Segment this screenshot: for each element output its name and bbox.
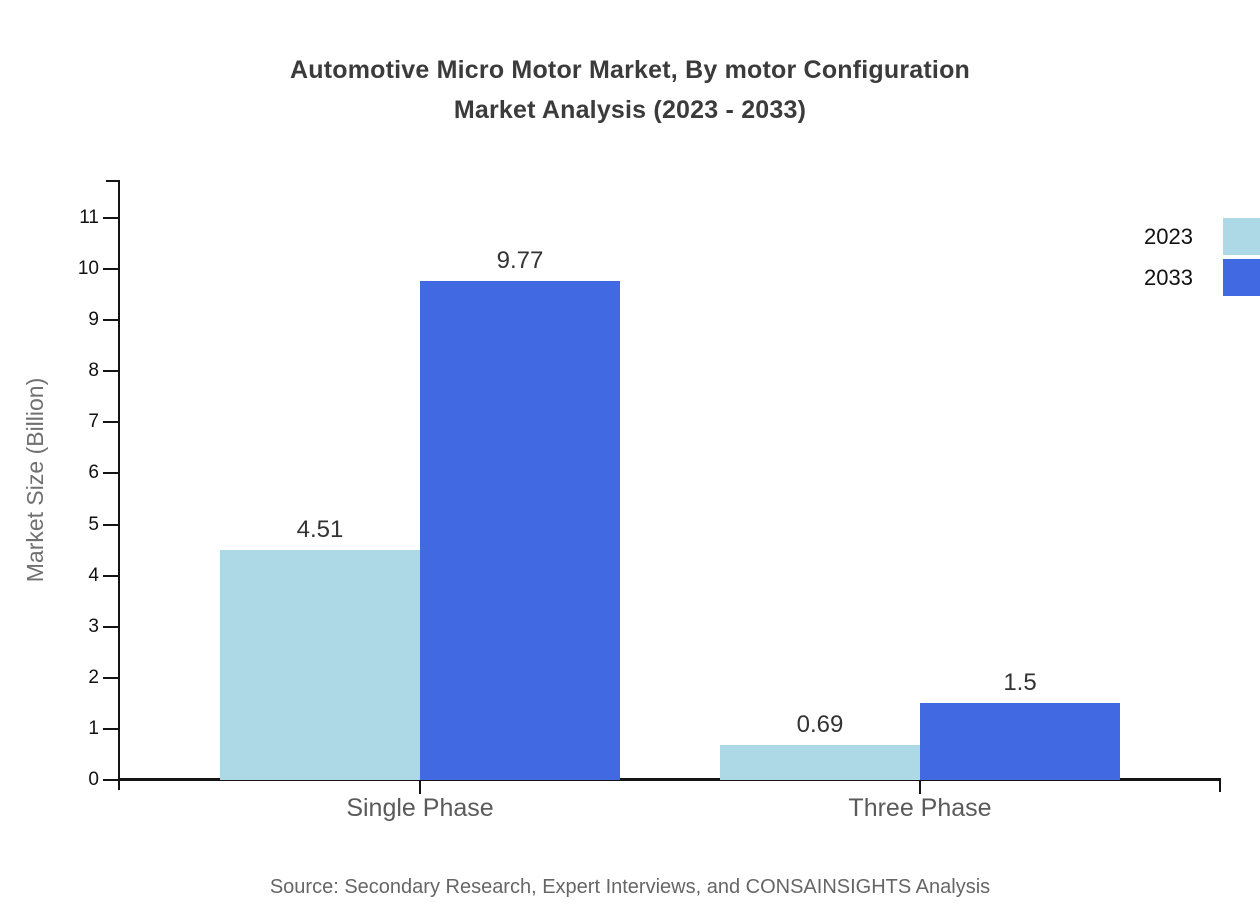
y-tick-label: 10 bbox=[77, 258, 99, 280]
y-tick-label: 2 bbox=[88, 666, 99, 688]
bar-value-label: 4.51 bbox=[296, 515, 344, 543]
bar-single-phase-2033 bbox=[420, 280, 620, 780]
x-axis-line bbox=[118, 778, 1221, 781]
bar-value-label: 0.69 bbox=[796, 710, 844, 738]
y-tick-label: 1 bbox=[88, 717, 99, 739]
source-note-text: Source: Secondary Research, Expert Inter… bbox=[269, 876, 991, 898]
y-tick-label: 8 bbox=[88, 360, 99, 382]
y-tick-label: 0 bbox=[88, 769, 99, 790]
chart-title-line1: Automotive Micro Motor Market, By motor … bbox=[289, 56, 971, 84]
bar-three-phase-2023 bbox=[720, 744, 920, 780]
y-tick bbox=[103, 319, 118, 322]
y-axis-line bbox=[118, 180, 120, 790]
source-note: Source: Secondary Research, Expert Inter… bbox=[0, 876, 1260, 899]
category-label-0: Single Phase bbox=[346, 794, 494, 822]
y-tick-label: 3 bbox=[88, 615, 99, 637]
y-tick-label: 11 bbox=[79, 207, 99, 228]
y-tick bbox=[103, 779, 118, 781]
bar-value-label: 9.77 bbox=[496, 246, 544, 274]
chart-title-line2: Market Analysis (2023 - 2033) bbox=[453, 96, 807, 124]
bar-single-phase-2023 bbox=[220, 549, 420, 780]
y-tick-label: 5 bbox=[88, 513, 99, 535]
y-tick bbox=[103, 574, 118, 577]
y-tick-label: 9 bbox=[88, 309, 99, 331]
category-tick bbox=[919, 781, 921, 794]
y-tick-label: 4 bbox=[88, 564, 99, 586]
category-tick bbox=[419, 781, 421, 794]
y-tick-label: 7 bbox=[88, 411, 99, 433]
y-tick bbox=[103, 268, 118, 271]
y-axis-endcap bbox=[106, 180, 118, 182]
y-tick bbox=[103, 472, 118, 475]
x-axis-endcap bbox=[1219, 780, 1221, 792]
y-tick-label: 6 bbox=[88, 462, 99, 484]
category-label-1: Three Phase bbox=[848, 794, 992, 822]
bar-value-label: 1.5 bbox=[1003, 669, 1037, 697]
y-tick bbox=[103, 370, 118, 373]
y-tick bbox=[103, 676, 118, 679]
y-tick bbox=[103, 421, 118, 424]
bar-three-phase-2033 bbox=[920, 703, 1120, 780]
y-tick bbox=[103, 727, 118, 730]
y-tick bbox=[103, 217, 118, 219]
chart-title: Automotive Micro Motor Market, By motor … bbox=[0, 50, 1260, 130]
y-tick bbox=[103, 523, 118, 526]
y-tick bbox=[103, 625, 118, 628]
